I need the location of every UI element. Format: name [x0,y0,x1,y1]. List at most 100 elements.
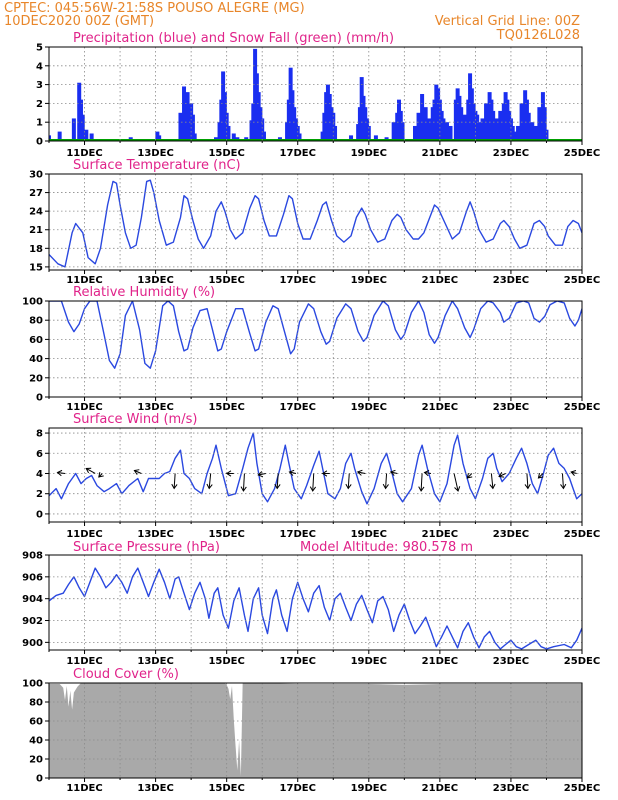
wind-vector [242,473,245,492]
precip-bar [89,133,94,141]
x-tick-label: 13DEC [137,529,173,540]
x-tick-label: 13DEC [137,656,173,667]
plot-area-wind [49,432,582,505]
wind-vector [134,470,142,474]
plot-area-pressure [49,567,582,650]
x-tick-label: 15DEC [208,275,244,286]
precip-bar [476,122,481,141]
precip-bar [441,118,446,141]
x-tick-label: 23DEC [493,275,529,286]
x-tick-label: 15DEC [208,783,244,794]
x-tick-label: 17DEC [280,275,316,286]
x-tick-label: 17DEC [280,148,316,159]
precip-bar [261,131,266,141]
y-tick-label: 15 [29,262,43,273]
wind-vector-head [345,483,352,490]
wind-vector [289,471,297,474]
y-tick-label: 24 [29,207,43,218]
x-tick-label: 11DEC [66,275,102,286]
y-tick-label: 0 [36,774,43,785]
x-tick-label: 21DEC [422,656,458,667]
x-tick-label: 19DEC [351,275,387,286]
y-tick-label: 0 [36,137,43,148]
x-tick-label: 23DEC [493,783,529,794]
wind-vector [490,473,494,489]
x-tick-label: 21DEC [422,529,458,540]
panel-title-rh: Relative Humidity (%) [73,285,215,300]
y-tick-label: 0 [36,509,43,520]
x-tick-label: 17DEC [280,656,316,667]
wind-vector-head [56,469,63,477]
wind-vector-head [225,470,232,477]
wind-vector-head [171,483,178,490]
wind-vector-head [257,471,264,478]
y-tick-label: 40 [29,354,43,365]
y-tick-label: 8 [36,429,43,440]
wind-vector-head [537,472,544,479]
wind-vector-head [356,469,363,476]
precip-bar [491,110,496,141]
x-tick-label: 19DEC [351,783,387,794]
precip-bar [537,107,542,141]
wind-vector [85,468,96,474]
wind-vector-head [288,469,295,476]
panel-frame-rh [48,300,583,398]
wind-vector [390,471,398,474]
precip-bar [416,112,421,141]
precip-bar [512,131,517,141]
wind-vector [453,473,459,492]
precip-bar [49,135,51,141]
precip-bar [516,125,521,141]
wind-vector [57,471,66,474]
wind-vector-head [570,470,577,477]
y-tick-label: 80 [29,316,43,327]
wind-vector [173,473,176,489]
wind-vector [498,473,506,477]
precip-bar [427,118,432,141]
x-tick-label: 25DEC [564,529,600,540]
wind-vector-head [240,486,247,492]
precip-bar [373,135,378,141]
precip-bar [185,92,190,141]
panel-frame-temp [48,173,583,271]
y-tick-label: 2 [36,99,43,110]
series-line-wind [49,432,582,505]
precip-bar [448,125,453,141]
plot-area-cloud [49,683,582,778]
wind-vector [312,473,315,492]
precip-bar [178,112,183,141]
x-tick-label: 21DEC [422,148,458,159]
y-tick-label: 900 [22,638,43,649]
panel-title-wind: Surface Wind (m/s) [73,412,197,427]
x-tick-label: 13DEC [137,402,173,413]
precip-bar [366,125,371,141]
precip-bar [71,118,76,141]
precip-bar [462,114,467,141]
wind-vector [561,473,564,489]
y-tick-label: 30 [29,170,43,181]
wind-vector-head [454,486,461,492]
y-tick-label: 902 [22,616,43,627]
y-tick-label: 100 [22,679,43,690]
y-tick-label: 904 [22,594,43,605]
x-tick-label: 13DEC [137,783,173,794]
wind-vector-head [274,483,281,490]
precip-bar [182,86,187,141]
precip-bar [459,107,464,141]
x-tick-label: 25DEC [564,148,600,159]
wind-vector [347,473,350,489]
wind-vector-head [85,467,92,474]
precip-bar [84,129,89,141]
panel-annotation-pressure: Model Altitude: 980.578 m [300,540,473,555]
x-tick-label: 17DEC [280,402,316,413]
wind-vector [258,472,266,476]
panel-frame-pressure [48,554,583,651]
precip-bar [231,133,236,141]
precip-bar [533,125,538,141]
y-tick-label: 18 [29,244,43,255]
y-tick-label: 20 [29,373,43,384]
panel-frame-wind [48,427,583,523]
precip-bar [333,125,338,141]
x-tick-label: 11DEC [66,402,102,413]
y-tick-label: 80 [29,698,43,709]
